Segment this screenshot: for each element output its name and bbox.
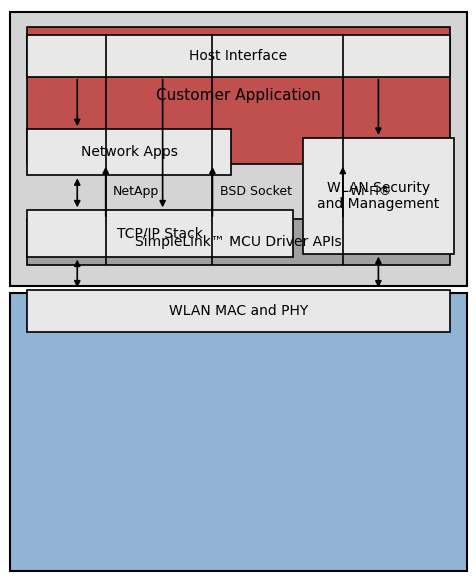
Text: TCP/IP Stack: TCP/IP Stack	[117, 226, 203, 240]
FancyBboxPatch shape	[28, 219, 448, 265]
Text: SimpleLink™ MCU Driver APIs: SimpleLink™ MCU Driver APIs	[135, 235, 341, 249]
Text: Wi-Fi®: Wi-Fi®	[349, 185, 391, 198]
FancyBboxPatch shape	[302, 138, 453, 254]
FancyBboxPatch shape	[28, 27, 448, 164]
Text: WLAN Security
and Management: WLAN Security and Management	[317, 181, 438, 211]
Text: Network Apps: Network Apps	[81, 145, 178, 159]
FancyBboxPatch shape	[10, 293, 466, 571]
FancyBboxPatch shape	[10, 12, 466, 286]
FancyBboxPatch shape	[28, 210, 292, 257]
Text: BSD Socket: BSD Socket	[219, 185, 291, 198]
FancyBboxPatch shape	[28, 290, 448, 332]
Text: Customer Application: Customer Application	[156, 88, 320, 103]
Text: NetApp: NetApp	[113, 185, 159, 198]
FancyBboxPatch shape	[28, 129, 231, 175]
Text: Host Interface: Host Interface	[189, 49, 287, 63]
FancyBboxPatch shape	[28, 35, 448, 77]
Text: WLAN MAC and PHY: WLAN MAC and PHY	[169, 304, 307, 318]
